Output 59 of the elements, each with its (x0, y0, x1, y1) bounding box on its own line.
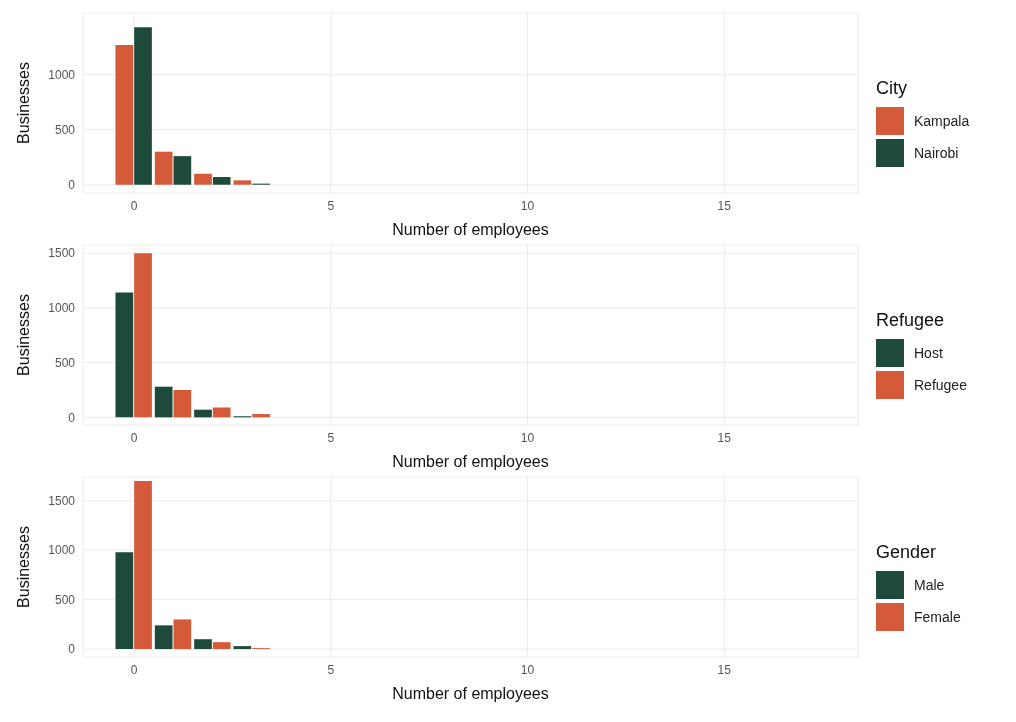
bar (212, 642, 231, 650)
legend-label: Male (914, 576, 945, 593)
bar (154, 386, 173, 418)
bar (134, 27, 152, 185)
x-tick-label: 10 (520, 662, 535, 677)
bar (252, 414, 270, 418)
x-tick-label: 10 (520, 430, 535, 445)
bar (194, 409, 212, 418)
legend-label: Kampala (914, 112, 970, 129)
legend-label: Host (914, 344, 943, 361)
x-tick-label: 0 (130, 198, 138, 213)
x-tick-label: 5 (327, 198, 335, 213)
legend-title: Gender (876, 541, 938, 563)
bar (154, 625, 173, 650)
y-tick-label: 0 (68, 410, 76, 425)
y-tick-label: 1500 (48, 246, 76, 261)
x-tick-label: 0 (130, 662, 138, 677)
bar (212, 177, 231, 185)
y-axis-title: Businesses (14, 294, 32, 376)
y-tick-label: 1000 (48, 301, 76, 316)
bar (115, 552, 134, 650)
legend-label: Nairobi (914, 144, 959, 161)
bar (233, 646, 252, 650)
legend-title: City (876, 77, 908, 99)
x-tick-label: 5 (327, 662, 335, 677)
x-tick-label: 15 (717, 430, 732, 445)
y-tick-label: 500 (54, 122, 76, 137)
bar (115, 292, 134, 418)
x-axis-title: Number of employees (392, 685, 549, 702)
x-tick-label: 15 (717, 198, 732, 213)
y-tick-label: 500 (54, 592, 76, 607)
legend-title: Refugee (876, 309, 946, 331)
bar (173, 389, 192, 418)
bar (194, 639, 212, 650)
x-axis-title: Number of employees (392, 453, 549, 470)
x-axis-title: Number of employees (392, 221, 549, 238)
bar (233, 180, 252, 185)
bar (194, 173, 212, 185)
y-axis-title: Businesses (14, 526, 32, 608)
legend-label: Female (914, 608, 961, 625)
bar (134, 480, 152, 650)
x-tick-label: 0 (130, 430, 138, 445)
y-tick-label: 1500 (48, 494, 76, 508)
bar (173, 619, 192, 650)
y-tick-label: 500 (54, 355, 76, 370)
x-tick-label: 15 (717, 662, 732, 677)
bar (173, 156, 192, 185)
y-tick-label: 0 (68, 642, 76, 657)
y-tick-label: 1000 (48, 543, 76, 558)
legend-label: Refugee (914, 376, 967, 393)
x-tick-label: 10 (520, 198, 535, 213)
y-axis-title: Businesses (14, 62, 32, 144)
bar (212, 407, 231, 418)
y-tick-label: 0 (68, 178, 76, 192)
bar (115, 44, 134, 185)
bar (134, 253, 152, 418)
x-tick-label: 5 (327, 430, 335, 445)
bar (154, 151, 173, 185)
y-tick-label: 1000 (48, 67, 76, 82)
